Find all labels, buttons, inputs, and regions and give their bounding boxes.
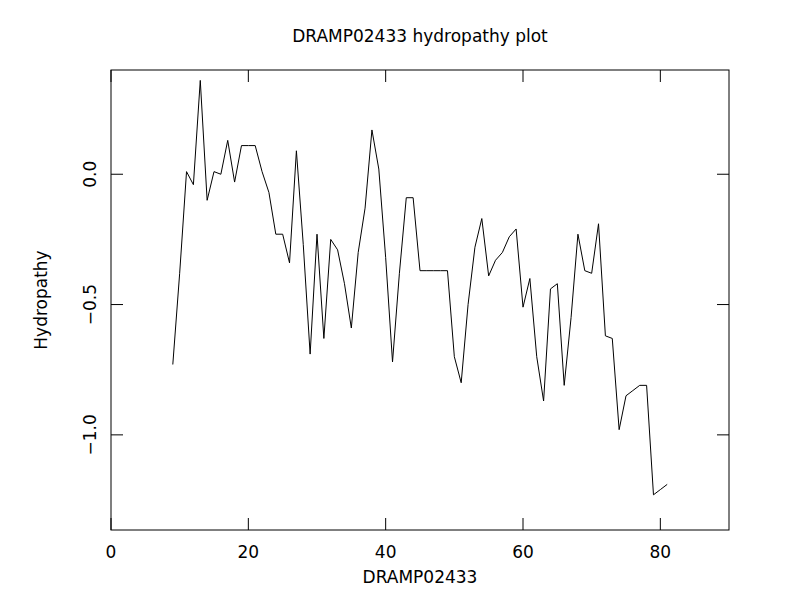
x-tick-label: 60 bbox=[512, 542, 534, 562]
x-tick-label: 20 bbox=[238, 542, 260, 562]
y-tick bbox=[111, 174, 123, 175]
hydropathy-line bbox=[173, 80, 667, 494]
x-tick-top bbox=[111, 70, 112, 82]
y-tick-right bbox=[717, 304, 729, 305]
chart: DRAMP02433 hydropathy plot DRAMP02433 Hydr… bbox=[0, 0, 800, 600]
x-tick-label: 0 bbox=[106, 542, 117, 562]
x-tick bbox=[111, 518, 112, 530]
y-tick-label: −1.0 bbox=[80, 414, 100, 455]
y-tick-label: −0.5 bbox=[80, 284, 100, 325]
y-tick bbox=[111, 434, 123, 435]
x-tick-top bbox=[660, 70, 661, 82]
x-axis-label: DRAMP02433 bbox=[363, 567, 478, 587]
x-tick-top bbox=[385, 70, 386, 82]
x-tick bbox=[385, 518, 386, 530]
y-tick-label: 0.0 bbox=[80, 161, 100, 188]
x-tick-label: 80 bbox=[650, 542, 672, 562]
x-tick bbox=[248, 518, 249, 530]
y-tick-right bbox=[717, 434, 729, 435]
x-tick-top bbox=[523, 70, 524, 82]
y-tick bbox=[111, 304, 123, 305]
x-tick bbox=[523, 518, 524, 530]
y-tick-right bbox=[717, 174, 729, 175]
x-tick-label: 40 bbox=[375, 542, 397, 562]
title: DRAMP02433 hydropathy plot bbox=[292, 26, 548, 46]
plot-area bbox=[173, 80, 667, 494]
plot-frame bbox=[111, 70, 729, 530]
x-tick-top bbox=[248, 70, 249, 82]
y-axis-label: Hydropathy bbox=[31, 250, 51, 349]
x-tick bbox=[660, 518, 661, 530]
